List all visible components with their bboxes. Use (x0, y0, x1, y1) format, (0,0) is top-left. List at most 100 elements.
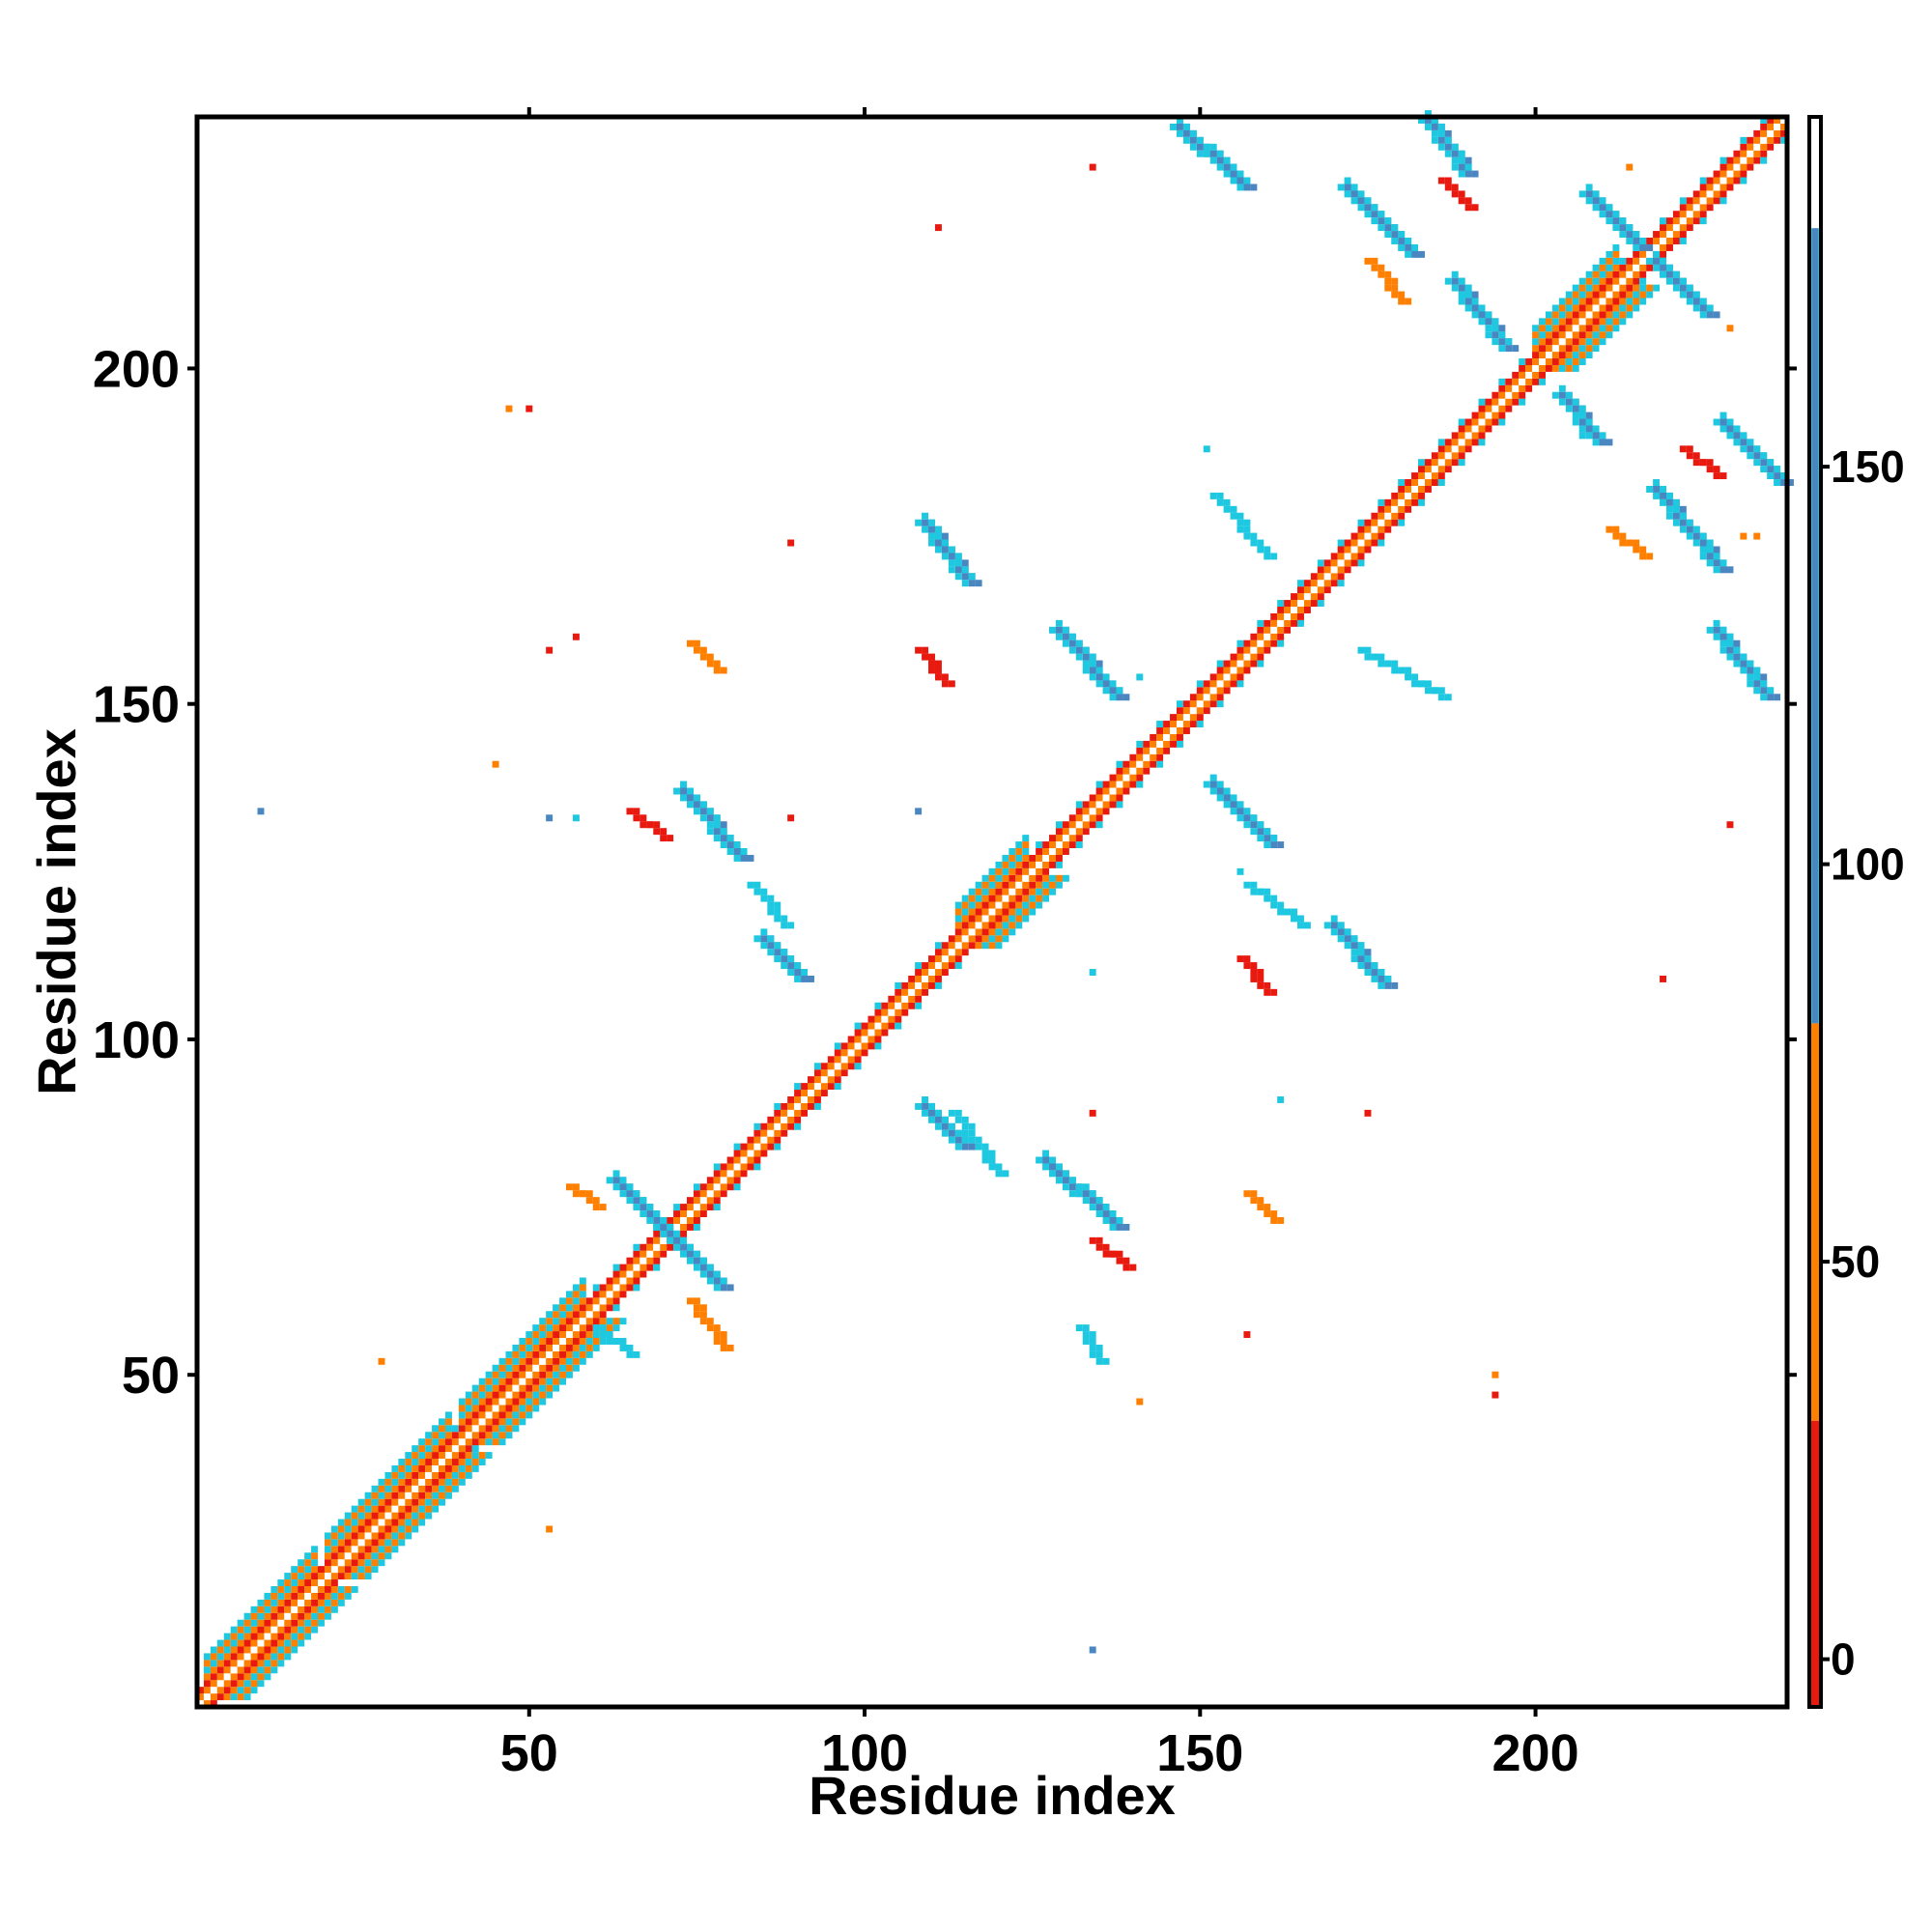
contact-patch-cell (713, 667, 721, 674)
diagonal-cell (1451, 439, 1459, 446)
contact-patch-cell (1297, 915, 1304, 923)
diagonal-cell (1464, 418, 1472, 426)
helix-cell (418, 1498, 426, 1506)
diagonal-cell (687, 1197, 694, 1205)
diagonal-cell (1317, 600, 1324, 607)
helix-cell (512, 1364, 520, 1372)
diagonal-cell (539, 1364, 547, 1372)
diagonal-cell (1236, 646, 1244, 654)
diagonal-cell (1009, 901, 1016, 909)
contact-patch-cell (1270, 901, 1278, 909)
sheet-contact-cell (1082, 1183, 1090, 1191)
diagonal-cell (941, 942, 949, 950)
contact-patch-cell (968, 1129, 976, 1137)
contact-patch-cell (1384, 660, 1392, 668)
diagonal-cell (264, 1646, 271, 1654)
diagonal-cell (1699, 190, 1707, 198)
helix-cell (1022, 835, 1030, 842)
diagonal-cell (1592, 304, 1600, 312)
contact-patch-cell (928, 653, 935, 661)
helix-cell (1565, 291, 1573, 298)
diagonal-cell (639, 1270, 647, 1278)
diagonal-cell (1330, 553, 1338, 560)
sheet-contact-cell (1760, 680, 1768, 688)
diagonal-cell (1284, 600, 1292, 607)
sheet-contact-cell (1713, 311, 1720, 319)
contact-dot (1203, 445, 1210, 453)
helix-cell (519, 1350, 526, 1358)
contact-patch-cell (1264, 981, 1271, 989)
contact-patch-cell (612, 1338, 620, 1345)
diagonal-cell (1029, 867, 1037, 875)
diagonal-cell (1029, 854, 1037, 862)
helix-cell (210, 1666, 217, 1674)
helix-cell (512, 1425, 520, 1433)
sheet-contact-cell (1243, 808, 1251, 815)
helix-cell (425, 1432, 433, 1439)
helix-cell (391, 1464, 399, 1472)
sheet-contact-cell (1095, 1210, 1103, 1218)
sheet-contact-cell (1089, 1197, 1096, 1205)
diagonal-cell (1189, 707, 1197, 715)
diagonal-cell (1660, 243, 1666, 251)
contact-dot (915, 808, 923, 815)
diagonal-cell (1558, 345, 1566, 353)
sheet-contact-cell (794, 962, 802, 970)
diagonal-cell (908, 1002, 916, 1009)
diagonal-cell (1726, 184, 1734, 191)
helix-cell (378, 1478, 385, 1486)
helix-cell (1619, 318, 1627, 326)
diagonal-cell (599, 1311, 607, 1319)
diagonal-cell (351, 1532, 358, 1540)
sheet-contact-cell (1102, 1217, 1110, 1224)
sheet-contact-cell (1733, 639, 1741, 647)
sheet-contact-cell (646, 1217, 654, 1224)
diagonal-cell (767, 1143, 775, 1151)
helix-cell (439, 1425, 445, 1433)
helix-cell (532, 1398, 540, 1406)
diagonal-cell (1223, 680, 1231, 688)
diagonal-cell (995, 908, 1003, 916)
diagonal-cell (626, 1277, 634, 1285)
helix-cell (237, 1639, 244, 1647)
helix-cell (203, 1673, 211, 1681)
diagonal-cell (1405, 485, 1412, 493)
diagonal-cell (1015, 895, 1023, 902)
helix-cell (237, 1633, 244, 1640)
contact-patch-cell (619, 1344, 627, 1351)
sheet-contact-cell (1471, 311, 1479, 319)
diagonal-cell (572, 1331, 580, 1339)
sheet-contact-cell (1216, 781, 1224, 788)
diagonal-cell (834, 1076, 841, 1084)
sheet-contact-cell (961, 559, 969, 567)
sheet-contact-cell (1095, 660, 1103, 668)
helix-cell (351, 1585, 358, 1593)
diagonal-cell (210, 1693, 217, 1701)
diagonal-cell (1498, 391, 1506, 399)
plot-frame (194, 114, 1790, 1710)
helix-cell (371, 1552, 379, 1560)
diagonal-cell (1599, 291, 1606, 298)
helix-cell (451, 1485, 459, 1492)
helix-cell (277, 1646, 285, 1654)
helix-cell (1612, 264, 1620, 271)
diagonal-cell (1344, 553, 1351, 560)
diagonal-cell (653, 1264, 661, 1271)
helix-cell (418, 1438, 426, 1446)
diagonal-cell (1525, 358, 1533, 365)
diagonal-cell (1196, 694, 1204, 701)
diagonal-cell (398, 1485, 406, 1492)
diagonal-cell (1505, 378, 1513, 385)
helix-cell (1002, 922, 1009, 929)
sheet-contact-cell (1243, 821, 1251, 829)
diagonal-cell (1605, 284, 1613, 292)
diagonal-cell (1277, 633, 1285, 640)
helix-cell (432, 1505, 440, 1513)
sheet-contact-cell (1418, 117, 1425, 124)
diagonal-cell (1605, 304, 1613, 312)
contact-patch-cell (995, 1163, 1003, 1171)
sheet-contact-cell (941, 539, 949, 547)
diagonal-cell (1740, 143, 1747, 151)
helix-cell (458, 1459, 466, 1465)
sheet-contact-cell (1431, 117, 1438, 124)
